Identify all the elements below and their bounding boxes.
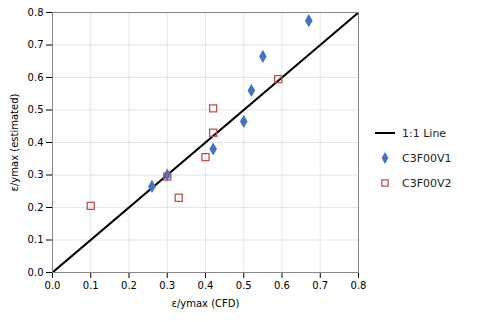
svg-text:0.2: 0.2 <box>121 280 137 291</box>
svg-text:0.3: 0.3 <box>28 169 44 180</box>
html-text:C3F00V2: C3F00V2 <box>402 176 452 190</box>
svg-text:0.5: 0.5 <box>236 280 252 291</box>
svg-text:0.1: 0.1 <box>83 280 99 291</box>
svg-text:0.3: 0.3 <box>159 280 175 291</box>
svg-text:0.4: 0.4 <box>198 280 214 291</box>
svg-text:0.8: 0.8 <box>28 7 44 18</box>
svg-text:0.6: 0.6 <box>28 72 44 83</box>
svg-text:0.5: 0.5 <box>28 104 44 115</box>
svg-text:0.6: 0.6 <box>274 280 290 291</box>
svg-text:ε/ymax (CFD): ε/ymax (CFD) <box>172 298 240 309</box>
svg-text:0.7: 0.7 <box>312 280 328 291</box>
html-text:C3F00V1: C3F00V1 <box>402 151 452 165</box>
html-text:1:1 Line: 1:1 Line <box>402 126 447 140</box>
svg-text:0.8: 0.8 <box>351 280 367 291</box>
svg-text:0.1: 0.1 <box>28 234 44 245</box>
svg-text:ε/ymax (estimated): ε/ymax (estimated) <box>9 93 20 191</box>
svg-text:0.0: 0.0 <box>45 280 61 291</box>
svg-text:0.7: 0.7 <box>28 39 44 50</box>
svg-text:0.0: 0.0 <box>28 267 44 278</box>
svg-text:0.2: 0.2 <box>28 202 44 213</box>
svg-text:0.4: 0.4 <box>28 137 44 148</box>
